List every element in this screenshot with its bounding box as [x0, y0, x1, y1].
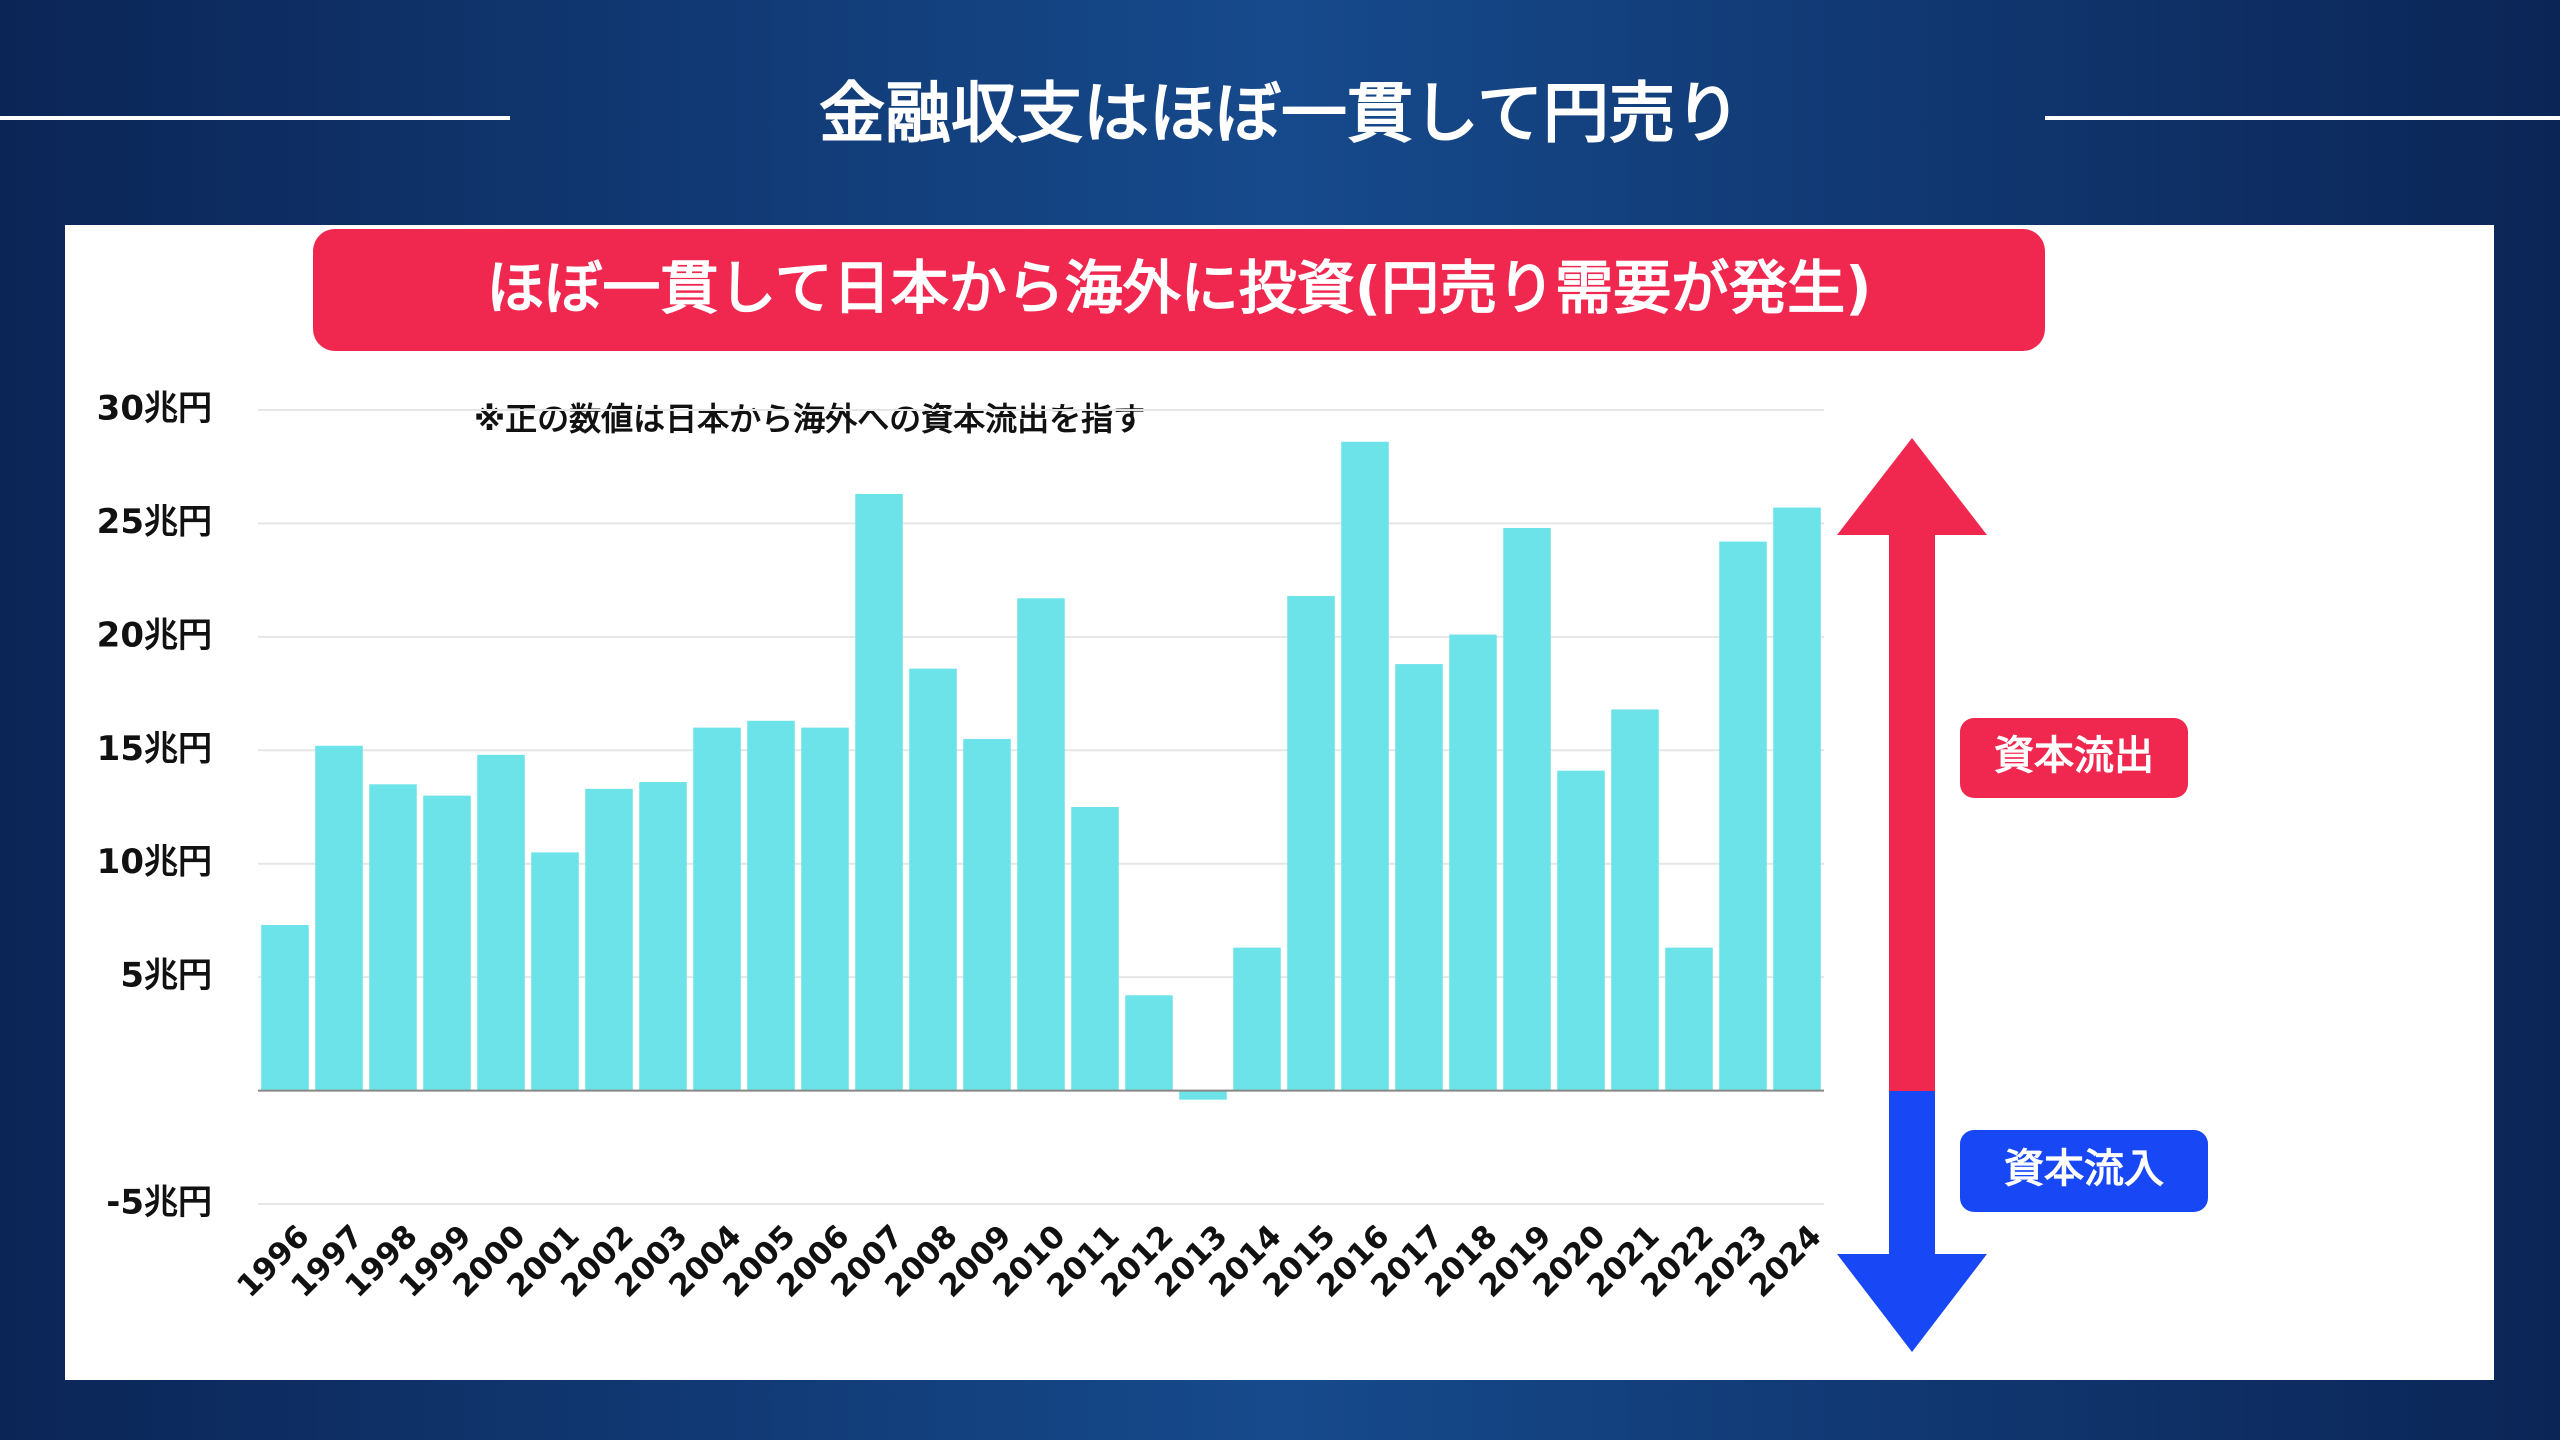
- y-tick-label: 20兆円: [97, 615, 212, 655]
- slide-title: 金融収支はほぼ一貫して円売り: [819, 75, 1741, 152]
- subtitle-box: [313, 229, 2045, 351]
- y-tick-label: 10兆円: [97, 842, 212, 882]
- bar: [477, 754, 525, 1091]
- bar: [1233, 947, 1281, 1091]
- bar: [1125, 995, 1173, 1091]
- bar: [855, 493, 903, 1091]
- bar: [531, 852, 579, 1091]
- bar: [261, 924, 309, 1091]
- bar: [585, 788, 633, 1091]
- outflow-box: [1960, 718, 2188, 798]
- y-tick-label: 25兆円: [97, 502, 212, 542]
- bar: [909, 668, 957, 1091]
- bar: [1017, 598, 1065, 1091]
- bar: [1773, 507, 1821, 1091]
- bar: [1341, 441, 1389, 1091]
- bar: [423, 795, 471, 1091]
- bar: [369, 784, 417, 1091]
- chart-title: ほぼ一貫して日本から海外に投資(円売り需要が発生): [486, 254, 1871, 322]
- bar: [1719, 541, 1767, 1091]
- inflow-arrow: [1837, 1091, 1987, 1352]
- bar: [1611, 709, 1659, 1091]
- bar: [1287, 596, 1335, 1091]
- bar: [639, 782, 687, 1091]
- outflow-arrow: [1837, 438, 1987, 1091]
- bar: [1179, 1090, 1227, 1100]
- note: ※正の数値は日本から海外への資本流出を指す: [474, 400, 1145, 438]
- bar: [1449, 634, 1497, 1091]
- bar: [1503, 527, 1551, 1091]
- bar: [315, 745, 363, 1091]
- y-tick-label: 5兆円: [120, 956, 212, 996]
- bar: [1071, 807, 1119, 1091]
- bar: [747, 720, 795, 1091]
- bar: [1557, 770, 1605, 1091]
- bar: [963, 738, 1011, 1091]
- bar: [693, 727, 741, 1091]
- inflow-box: [1960, 1130, 2208, 1212]
- bar: [1665, 947, 1713, 1091]
- outflow-label: 資本流出: [1994, 733, 2154, 779]
- inflow-label: 資本流入: [2004, 1146, 2164, 1192]
- bar: [1395, 664, 1443, 1091]
- y-tick-label: -5兆円: [106, 1183, 212, 1223]
- bar: [801, 727, 849, 1091]
- y-tick-label: 15兆円: [97, 729, 212, 769]
- y-tick-label: 30兆円: [97, 389, 212, 429]
